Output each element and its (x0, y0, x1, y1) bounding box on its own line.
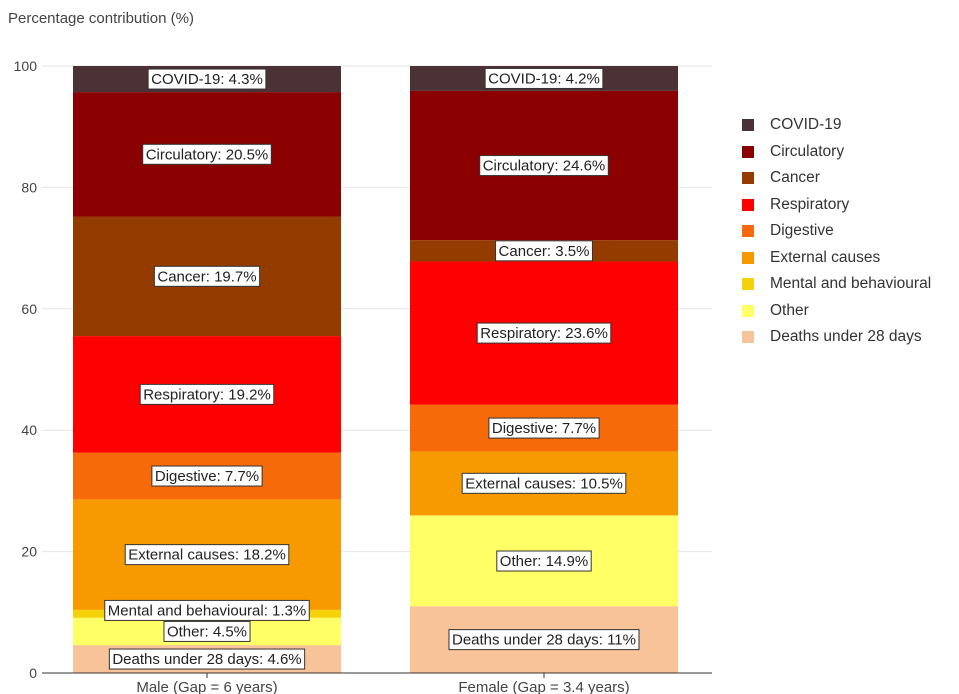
segment-label-text: External causes: 10.5% (465, 475, 623, 492)
legend-swatch (742, 145, 754, 158)
legend-swatch (742, 119, 754, 132)
segment-labels: Deaths under 28 days: 4.6% Other: 4.5% Men… (104, 67, 640, 670)
segment-label: Other: 4.5% (163, 620, 251, 642)
x-category-label: Female (Gap = 3.4 years) (458, 679, 629, 694)
legend-label: External causes (770, 248, 881, 266)
legend: COVID-19 Circulatory Cancer Respiratory Dige… (742, 112, 931, 351)
segment-label-text: Respiratory: 19.2% (143, 386, 271, 403)
legend-item: Digestive (742, 218, 931, 245)
legend-label: Mental and behavioural (770, 275, 932, 293)
segment-label-box (104, 599, 310, 621)
segment-label-box (124, 544, 290, 566)
bar-segment-mental-and-behavioural (410, 515, 678, 516)
segment-label: Other: 14.9% (496, 550, 592, 572)
segment-label-box (461, 472, 627, 494)
x-category-label: Male (Gap = 6 years) (136, 679, 277, 694)
segment-label-text: Deaths under 28 days: 11% (452, 632, 636, 649)
segment-label-text: COVID-19: 4.3% (151, 71, 263, 88)
y-tick-label: 0 (29, 665, 37, 681)
segment-label: COVID-19: 4.3% (147, 68, 267, 90)
legend-label: Cancer (770, 169, 820, 187)
segment-label-box (496, 550, 592, 572)
y-tick-label: 60 (21, 301, 37, 317)
segment-label-box (488, 417, 600, 439)
segment-label-text: Respiratory: 23.6% (480, 325, 608, 342)
segment-label: Deaths under 28 days: 4.6% (108, 648, 306, 670)
legend-swatch (742, 251, 754, 264)
segment-label: COVID-19: 4.2% (484, 67, 604, 89)
y-tick-label: 20 (21, 544, 37, 560)
segment-label-box (139, 383, 275, 405)
y-tick-label: 40 (21, 422, 37, 438)
segment-label: Respiratory: 19.2% (139, 383, 275, 405)
y-axis-title: Percentage contribution (%) (8, 10, 194, 27)
segment-label-box (479, 155, 609, 177)
legend-item: Mental and behavioural (742, 271, 931, 298)
legend-label: Digestive (770, 222, 834, 240)
legend-item: Deaths under 28 days (742, 324, 931, 351)
segment-label: External causes: 10.5% (461, 472, 627, 494)
legend-item: Other (742, 298, 931, 325)
legend-swatch (742, 225, 754, 238)
segment-label: Circulatory: 20.5% (142, 143, 272, 165)
legend-label: COVID-19 (770, 116, 842, 134)
segment-label-text: Circulatory: 24.6% (483, 158, 606, 175)
segment-label-box (147, 68, 267, 90)
segment-label-text: Deaths under 28 days: 4.6% (112, 651, 301, 668)
segment-label-text: Digestive: 7.7% (492, 420, 596, 437)
segment-label-box (151, 465, 263, 487)
segment-label-box (153, 265, 261, 287)
segment-label: Cancer: 19.7% (153, 265, 261, 287)
segment-label-text: Other: 14.9% (500, 553, 588, 570)
segment-label-text: Mental and behavioural: 1.3% (108, 602, 306, 619)
segment-label-box (495, 240, 593, 262)
legend-item: Respiratory (742, 192, 931, 219)
segment-label: Mental and behavioural: 1.3% (104, 599, 310, 621)
segment-label-box (108, 648, 306, 670)
legend-swatch (742, 198, 754, 211)
segment-label-text: Digestive: 7.7% (155, 468, 259, 485)
legend-label: Respiratory (770, 195, 850, 213)
legend-item: Cancer (742, 165, 931, 192)
y-tick-label: 80 (21, 179, 37, 195)
legend-swatch (742, 304, 754, 317)
segment-label-text: Other: 4.5% (167, 623, 247, 640)
axes: 0 20 40 60 80 100 Male (Gap = 6 years) Female (… (14, 58, 712, 694)
segment-label-box (142, 143, 272, 165)
segment-label-box (163, 620, 251, 642)
segment-label-box (448, 629, 640, 651)
legend-label: Deaths under 28 days (770, 328, 922, 346)
segment-label: Deaths under 28 days: 11% (448, 629, 640, 651)
legend-label: Other (770, 301, 809, 319)
segment-label-text: COVID-19: 4.2% (488, 70, 600, 87)
segment-label-text: External causes: 18.2% (128, 547, 286, 564)
legend-swatch (742, 278, 754, 291)
legend-item: Circulatory (742, 139, 931, 166)
segment-label-box (484, 67, 604, 89)
legend-label: Circulatory (770, 142, 845, 160)
legend-swatch (742, 172, 754, 185)
segment-label-text: Circulatory: 20.5% (146, 146, 269, 163)
segment-label: Digestive: 7.7% (151, 465, 263, 487)
segment-label: External causes: 18.2% (124, 544, 290, 566)
segment-label-text: Cancer: 19.7% (157, 268, 256, 285)
legend-item: External causes (742, 245, 931, 272)
segment-label: Digestive: 7.7% (488, 417, 600, 439)
segment-label: Circulatory: 24.6% (479, 155, 609, 177)
segment-label: Respiratory: 23.6% (476, 322, 612, 344)
y-tick-label: 100 (14, 58, 38, 74)
segment-label-text: Cancer: 3.5% (499, 243, 590, 260)
segment-label-box (476, 322, 612, 344)
legend-item: COVID-19 (742, 112, 931, 139)
segment-label: Cancer: 3.5% (495, 240, 593, 262)
legend-swatch (742, 331, 754, 344)
